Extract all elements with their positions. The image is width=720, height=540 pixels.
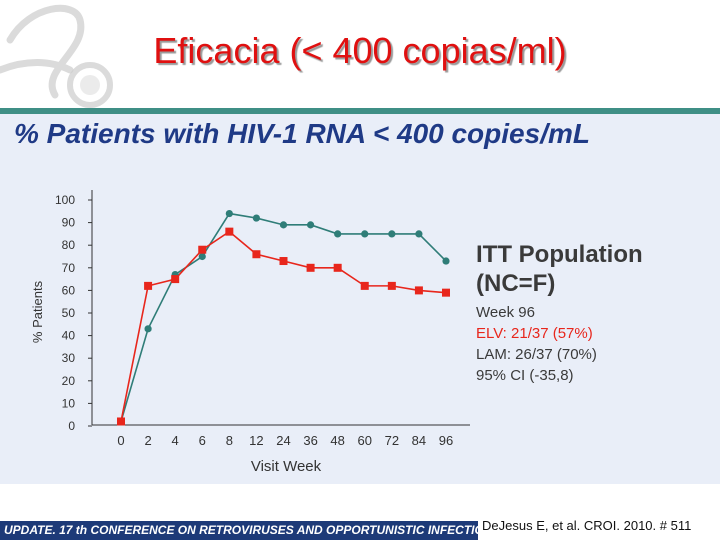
y-axis-title: % Patients (30, 280, 45, 343)
x-tick-label: 36 (303, 433, 317, 448)
y-tick-label: 80 (62, 238, 76, 252)
data-point-elv (252, 250, 261, 259)
x-tick-label: 4 (172, 433, 179, 448)
x-tick-label: 0 (117, 433, 124, 448)
data-point-lam (388, 230, 396, 238)
data-point-elv (414, 286, 423, 295)
legend-title: ITT Population (476, 241, 643, 268)
x-tick-label: 2 (144, 433, 151, 448)
footer-banner-text: UPDATE. 17 th CONFERENCE ON RETROVIRUSES… (4, 523, 501, 537)
x-tick-label: 8 (226, 433, 233, 448)
figure-heading: % Patients with HIV-1 RNA < 400 copies/m… (14, 118, 590, 149)
data-point-lam (198, 252, 206, 261)
data-point-elv (306, 263, 315, 272)
y-tick-label: 40 (62, 329, 76, 343)
x-tick-label: 72 (385, 433, 399, 448)
data-point-elv (442, 288, 450, 297)
data-point-lam (415, 230, 423, 238)
x-tick-label: 24 (276, 433, 290, 448)
y-tick-label: 50 (62, 306, 76, 320)
legend-lines: Week 96 ELV: 21/37 (57%) LAM: 26/37 (70%) 9… (476, 302, 716, 386)
data-point-lam (334, 230, 342, 238)
x-axis-title: Visit Week (251, 458, 322, 475)
legend-line: LAM: 26/37 (70%) (476, 346, 597, 363)
y-tick-label: 10 (62, 396, 76, 410)
data-point-elv (387, 281, 396, 290)
x-tick-label: 12 (249, 433, 263, 448)
title-divider-bar (0, 108, 720, 114)
slide-title: Eficacia (< 400 copias/ml) (153, 30, 567, 71)
x-tick-label: 6 (199, 433, 206, 448)
data-point-elv (333, 263, 342, 272)
data-point-lam (306, 221, 315, 229)
y-tick-label: 20 (62, 374, 76, 388)
series-line-lam (120, 212, 447, 422)
data-point-elv (117, 417, 125, 426)
x-tick-label: 60 (358, 433, 372, 448)
data-point-elv (360, 281, 369, 290)
y-tick-label: 90 (62, 216, 76, 230)
x-tick-label: 48 (330, 433, 344, 448)
data-point-elv (279, 257, 288, 266)
stethoscope-watermark-icon (0, 4, 113, 108)
legend-panel: ITT Population (NC=F) Week 96 ELV: 21/37 … (476, 240, 716, 386)
y-tick-label: 30 (62, 351, 76, 365)
data-point-elv (198, 245, 207, 254)
y-tick-label: 100 (55, 193, 75, 207)
data-point-elv (144, 281, 153, 290)
data-point-lam (361, 230, 369, 238)
data-point-lam (279, 221, 288, 229)
footer-banner-bar (0, 521, 478, 540)
citation: DeJesus E, et al. CROI. 2010. # 511 (482, 518, 692, 533)
y-tick-label: 70 (62, 261, 76, 275)
data-point-lam (225, 209, 233, 218)
x-tick-label: 96 (439, 433, 453, 448)
x-tick-label: 84 (412, 433, 426, 448)
legend-subtitle: (NC=F) (476, 270, 556, 297)
y-tick-label: 60 (62, 283, 76, 297)
data-point-lam (252, 214, 261, 222)
data-point-elv (225, 227, 234, 236)
data-point-elv (171, 275, 180, 284)
y-tick-label: 0 (68, 419, 75, 433)
data-point-lam (442, 257, 450, 265)
data-point-lam (144, 325, 152, 333)
legend-line: ELV: 21/37 (57%) (476, 325, 593, 342)
legend-line: 95% CI (-35,8) (476, 367, 574, 384)
legend-line: Week 96 (476, 304, 535, 321)
